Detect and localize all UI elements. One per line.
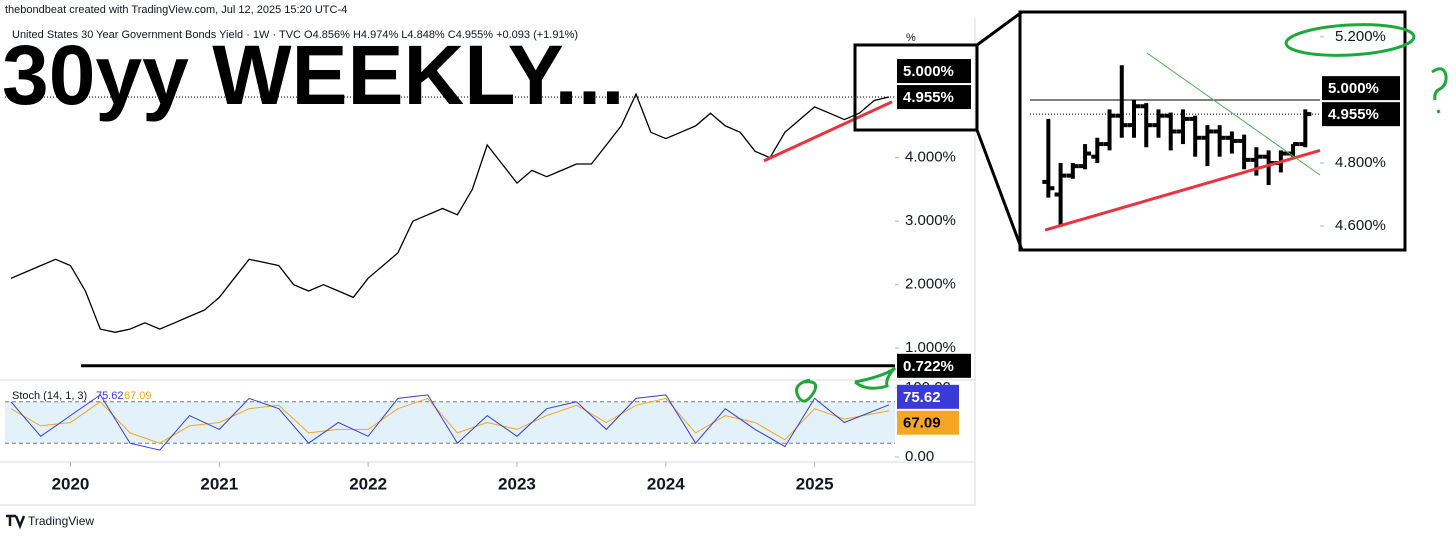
x-tick-label: 2022 [349, 474, 387, 493]
stoch-line [10, 394, 890, 451]
x-tick-label: 2024 [647, 474, 685, 493]
trend-line [1044, 148, 1321, 232]
y-tick-label: 4.800% [1335, 154, 1386, 171]
footer: TradingView [28, 514, 94, 528]
y-tick-label: 2.000% [905, 276, 956, 293]
indicator-title: Stoch (14, 1, 3) [12, 390, 87, 402]
x-tick-label: 2023 [498, 474, 536, 493]
trend-line [1146, 52, 1321, 176]
price-tag-label: 0.722% [903, 358, 954, 375]
value-tag-label: 67.09 [903, 415, 941, 432]
x-tick-label: 2020 [52, 474, 90, 493]
y-tick-label: 3.000% [905, 212, 956, 229]
inset-frame [1018, 10, 1407, 252]
y-tick-label: 1.000% [905, 339, 956, 356]
x-tick-label: 2025 [796, 474, 834, 493]
annotation-ellipse [1284, 23, 1416, 57]
value-tag-label: 75.62 [903, 389, 941, 406]
price-tag-label: 4.955% [903, 89, 954, 106]
y-tick-label: 4.600% [1335, 217, 1386, 234]
stoch-line [10, 397, 890, 444]
zoom-connector [976, 10, 1023, 47]
price-tag-label: 5.000% [903, 63, 954, 80]
price-tag [897, 59, 971, 84]
price-tag-label: 4.955% [1328, 106, 1379, 123]
price-tag [1322, 102, 1400, 127]
logo [6, 514, 26, 530]
y-tick-label: 5.200% [1335, 28, 1386, 45]
legend-value: 75.62 [96, 390, 124, 402]
band [5, 401, 895, 444]
unit: % [906, 32, 916, 44]
price-tag [897, 353, 971, 378]
zoom-connector [975, 129, 1024, 251]
trend-line [763, 100, 893, 163]
y-tick-label: 4.000% [905, 149, 956, 166]
annotation-circle [795, 378, 818, 403]
value-tag [897, 410, 959, 435]
credit: thebondbeat created with TradingView.com… [5, 4, 347, 16]
y-tick-label: 0.00 [905, 448, 934, 465]
legend-value: 67.09 [124, 390, 152, 402]
annotation-mark [854, 366, 897, 390]
x-tick-label: 2021 [200, 474, 238, 493]
chart-title: 30yy WEEKLY... [2, 28, 625, 122]
chart-subtitle: United States 30 Year Government Bonds Y… [12, 29, 578, 41]
price-tag-label: 5.000% [1328, 80, 1379, 97]
price-tag [1322, 76, 1400, 101]
value-tag [897, 384, 959, 409]
plots: 1.000% 2.000% 3.000% 4.000% 2020 2021 2022 2023… [5, 28, 1400, 493]
price-tag [897, 85, 971, 110]
zoom-frame [853, 43, 979, 132]
price-line [10, 92, 890, 333]
annotation-question [1431, 67, 1448, 114]
